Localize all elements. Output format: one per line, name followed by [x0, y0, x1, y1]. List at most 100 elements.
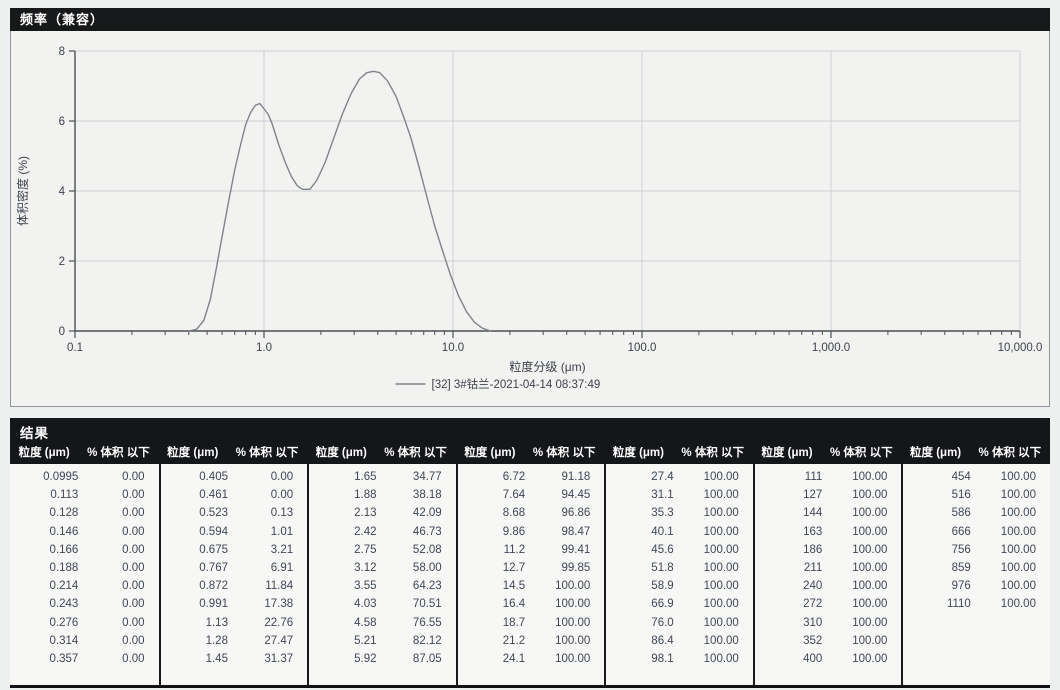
- percent-below-value: 100.00: [1000, 489, 1036, 502]
- results-panel: 结果 粒度 (μm) % 体积 以下 粒度 (μm) % 体积 以下 粒度 (μm) % …: [10, 418, 1050, 688]
- percent-below-value: 100.00: [555, 580, 591, 593]
- percent-below-value: 100.00: [852, 598, 888, 611]
- size-value: 0.872: [199, 580, 228, 593]
- y-tick-label: 0: [59, 326, 65, 338]
- table-row: 86.4 100.00: [606, 632, 753, 650]
- size-value: 0.675: [199, 543, 228, 556]
- percent-below-value: 0.00: [122, 507, 145, 520]
- percent-below-value: 38.18: [412, 489, 442, 502]
- percent-below-value: 0.00: [122, 652, 145, 665]
- percent-below-value: 0.00: [122, 471, 145, 483]
- size-value: 18.7: [502, 616, 526, 629]
- table-row: 98.1 100.00: [606, 650, 753, 668]
- size-value: 240: [803, 580, 823, 593]
- table-row: 3.12 58.00: [309, 559, 456, 577]
- percent-below-column-header: % 体积 以下: [87, 447, 150, 459]
- results-column-group: 0.0995 0.00 0.113 0.00 0.128 0.00 0.146 0.00 0.1…: [10, 464, 159, 685]
- size-column-header: 粒度 (μm): [612, 447, 664, 459]
- percent-below-value: 100.00: [1000, 580, 1036, 593]
- percent-below-value: 100.00: [703, 471, 739, 483]
- percent-below-value: 0.00: [122, 489, 145, 502]
- percent-below-value: 0.13: [270, 507, 294, 520]
- table-row: 51.8 100.00: [606, 559, 753, 577]
- percent-below-value: 100.00: [703, 634, 739, 647]
- x-tick-label: 10,000.0: [998, 342, 1043, 354]
- size-value: 756: [951, 543, 971, 556]
- table-row: 0.405 0.00: [161, 468, 308, 486]
- x-tick-label: 0.1: [67, 342, 83, 354]
- size-value: 31.1: [651, 489, 674, 502]
- table-row: 186 100.00: [755, 541, 902, 559]
- percent-below-value: 91.18: [561, 471, 591, 483]
- size-value: 8.68: [502, 507, 526, 520]
- size-value: 0.357: [49, 652, 79, 665]
- percent-below-value: 100.00: [703, 598, 739, 611]
- size-column-header: 粒度 (μm): [910, 447, 962, 459]
- percent-below-value: 70.51: [412, 598, 442, 611]
- table-row: 16.4 100.00: [458, 595, 605, 613]
- percent-below-value: 100.00: [852, 525, 888, 538]
- table-row: 24.1 100.00: [458, 650, 605, 668]
- percent-below-column-header: % 体积 以下: [978, 447, 1042, 459]
- table-row: 3.55 64.23: [309, 577, 456, 595]
- percent-below-value: 0.00: [270, 489, 294, 502]
- chart-area: 0 2 4 6 8 0.1 1.0 10.0 100.0 1,000.0 10,000.0 粒度分级 …: [10, 31, 1050, 407]
- table-row: 5.92 87.05: [309, 650, 456, 668]
- results-column-group: 454 100.00 516 100.00 586 100.00 666 100.00 756 1…: [901, 464, 1050, 685]
- table-row: 211 100.00: [755, 559, 902, 577]
- y-tick-label: 2: [59, 256, 65, 268]
- percent-below-value: 0.00: [122, 616, 145, 629]
- size-value: 186: [803, 543, 823, 556]
- percent-below-value: 100.00: [703, 580, 739, 593]
- size-value: 0.991: [199, 598, 228, 611]
- size-value: 454: [951, 471, 971, 483]
- table-row: 4.03 70.51: [309, 595, 456, 613]
- size-value: 16.4: [502, 598, 526, 611]
- table-row: 0.594 1.01: [161, 523, 308, 541]
- table-row: 2.13 42.09: [309, 504, 456, 522]
- size-value: 0.166: [49, 543, 79, 556]
- table-row: 666 100.00: [903, 523, 1050, 541]
- table-row: 0.0995 0.00: [10, 468, 159, 486]
- table-row: 58.9 100.00: [606, 577, 753, 595]
- size-value: 98.1: [651, 652, 674, 665]
- table-row: 0.357 0.00: [10, 650, 159, 668]
- size-value: 5.21: [354, 634, 377, 647]
- table-row: 14.5 100.00: [458, 577, 605, 595]
- size-value: 66.9: [651, 598, 674, 611]
- size-value: 0.128: [49, 507, 79, 520]
- size-value: 1.45: [205, 652, 228, 665]
- percent-below-value: 0.00: [270, 471, 294, 483]
- size-value: 1.88: [354, 489, 377, 502]
- y-tick-label: 4: [59, 186, 66, 198]
- percent-below-value: 22.76: [264, 616, 294, 629]
- size-value: 58.9: [651, 580, 674, 593]
- results-column-group: 27.4 100.00 31.1 100.00 35.3 100.00 40.1 100.00…: [604, 464, 753, 685]
- frequency-chart-svg: 0 2 4 6 8 0.1 1.0 10.0 100.0 1,000.0 10,000.0 粒度分级 …: [15, 46, 1043, 391]
- table-row: 0.461 0.00: [161, 486, 308, 504]
- percent-below-value: 42.09: [412, 507, 442, 520]
- column-header-group: 粒度 (μm) % 体积 以下: [307, 444, 456, 460]
- percent-below-value: 100.00: [703, 561, 739, 574]
- percent-below-column-header: % 体积 以下: [384, 447, 447, 459]
- table-row: 35.3 100.00: [606, 504, 753, 522]
- y-tick-label: 8: [59, 46, 65, 58]
- size-value: 1.13: [205, 616, 228, 629]
- results-table: 0.0995 0.00 0.113 0.00 0.128 0.00 0.146 0.00 0.1…: [10, 464, 1050, 688]
- size-value: 0.188: [49, 561, 79, 574]
- size-value: 1.28: [205, 634, 228, 647]
- column-header-group: 粒度 (μm) % 体积 以下: [901, 444, 1050, 460]
- size-value: 0.594: [199, 525, 228, 538]
- table-row: 40.1 100.00: [606, 523, 753, 541]
- table-row: 111 100.00: [755, 468, 902, 486]
- percent-below-value: 100.00: [852, 634, 888, 647]
- size-value: 7.64: [502, 489, 526, 502]
- table-row: 1.45 31.37: [161, 650, 308, 668]
- x-tick-label: 100.0: [628, 342, 657, 354]
- size-value: 400: [803, 652, 823, 665]
- size-column-header: 粒度 (μm): [464, 447, 516, 459]
- percent-below-value: 100.00: [852, 616, 888, 629]
- table-row: 18.7 100.00: [458, 614, 605, 632]
- results-column-group: 1.65 34.77 1.88 38.18 2.13 42.09 2.42 46.73 2.75…: [307, 464, 456, 685]
- size-column-header: 粒度 (μm): [315, 447, 367, 459]
